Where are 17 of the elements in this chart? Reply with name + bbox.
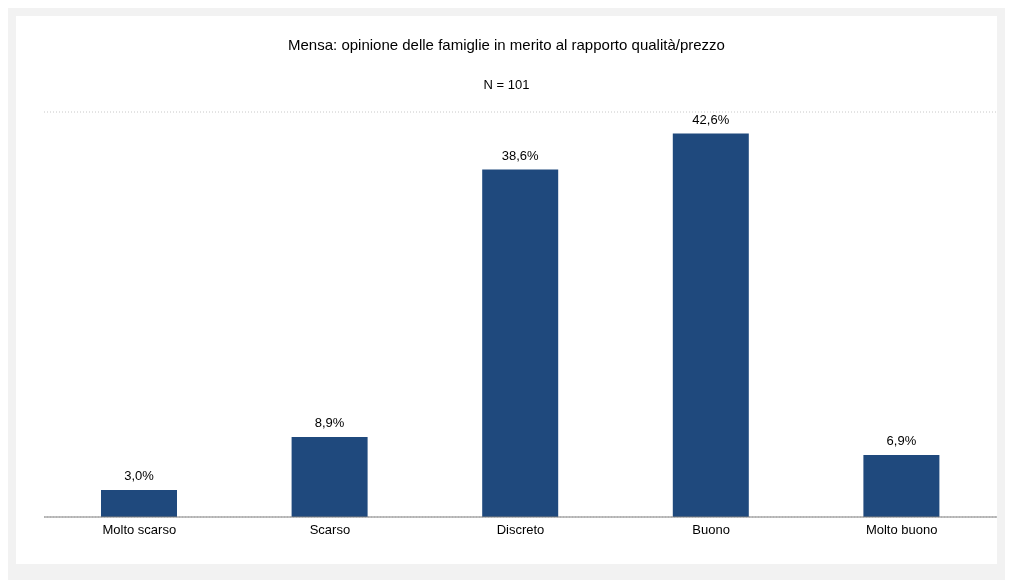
chart-title: Mensa: opinione delle famiglie in merito al rapporto qualità/prezzo <box>287 35 726 53</box>
x-tick-label: Molto scarso <box>102 522 177 538</box>
data-label: 6,9% <box>886 432 917 448</box>
chart-subtitle: N = 101 <box>482 76 531 92</box>
x-tick-label: Discreto <box>496 522 545 538</box>
bar <box>482 169 559 517</box>
data-label: 3,0% <box>124 468 155 483</box>
x-tick-label: Scarso <box>309 522 351 538</box>
bar <box>291 436 368 517</box>
data-label: 8,9% <box>314 414 345 430</box>
x-tick-label: Molto buono <box>865 522 938 538</box>
data-label: 42,6% <box>692 111 730 127</box>
bar <box>863 454 940 517</box>
data-label: 38,6% <box>501 147 540 163</box>
bar <box>672 133 749 517</box>
bar <box>101 490 177 517</box>
x-tick-label: Buono <box>692 522 730 538</box>
